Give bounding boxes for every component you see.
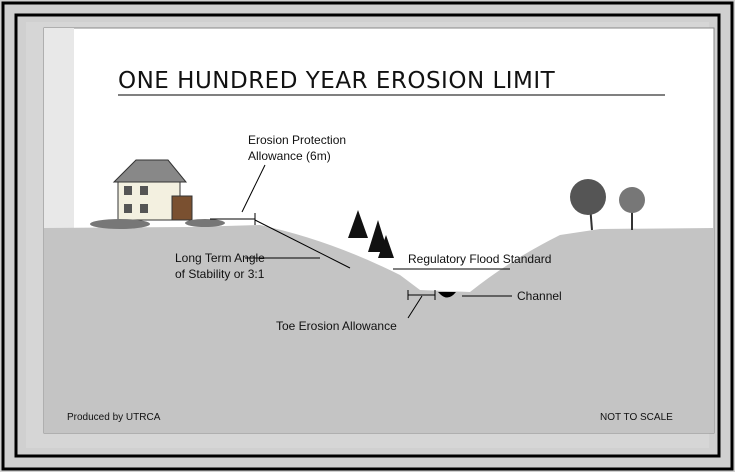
label: Long Term Angle bbox=[175, 251, 265, 265]
label: Erosion Protection bbox=[248, 133, 346, 147]
label: Regulatory Flood Standard bbox=[408, 252, 551, 266]
label: Channel bbox=[517, 289, 562, 303]
diagram: ONE HUNDRED YEAR EROSION LIMIT Erosion P… bbox=[0, 0, 735, 472]
label: Allowance (6m) bbox=[248, 149, 331, 163]
panel-strip bbox=[44, 28, 74, 228]
title: ONE HUNDRED YEAR EROSION LIMIT bbox=[118, 68, 556, 94]
footer-right: NOT TO SCALE bbox=[600, 412, 673, 423]
footer-left: Produced by UTRCA bbox=[67, 412, 161, 423]
label: of Stability or 3:1 bbox=[175, 267, 265, 281]
label: Toe Erosion Allowance bbox=[276, 319, 397, 333]
